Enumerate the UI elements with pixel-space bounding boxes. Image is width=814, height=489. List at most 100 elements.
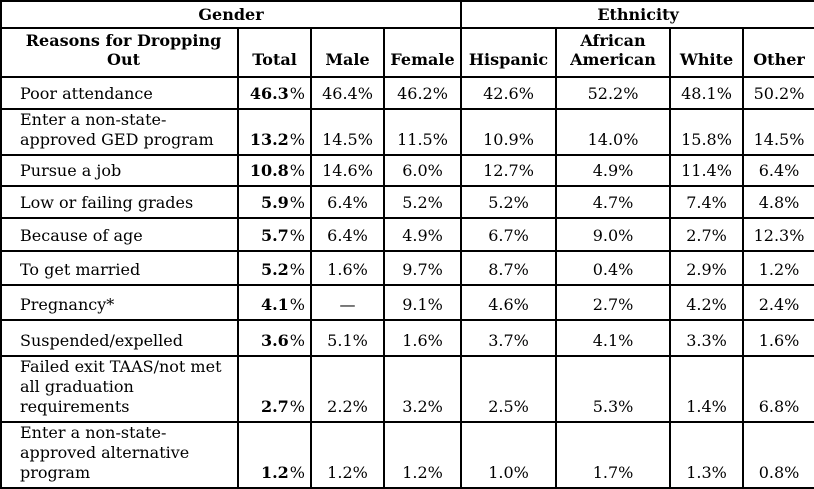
male-cell: 6.4%: [310, 185, 385, 219]
male-cell: 14.6%: [310, 154, 385, 187]
reason-cell: Suspended/expelled: [0, 319, 239, 357]
white-cell: 7.4%: [669, 185, 745, 219]
table-row: Low or failing grades 5.9% 6.4% 5.2% 5.2…: [0, 185, 814, 219]
white-cell: 2.9%: [669, 250, 745, 286]
total-cell: 2.7%: [237, 355, 312, 423]
male-cell: 1.6%: [310, 250, 385, 286]
african-american-cell: 4.1%: [555, 319, 672, 357]
percent-sign: %: [289, 193, 305, 212]
reason-cell: Low or failing grades: [0, 185, 239, 219]
other-cell: 1.6%: [742, 319, 814, 357]
other-cell: 1.2%: [742, 250, 814, 286]
other-cell: 6.4%: [742, 154, 814, 187]
african-american-cell: 5.3%: [555, 355, 672, 423]
col-header-other: Other: [742, 27, 814, 78]
african-american-cell: 2.7%: [555, 284, 672, 321]
reason-cell: Because of age: [0, 217, 239, 252]
total-value: 5.7: [260, 226, 289, 245]
hispanic-cell: 42.6%: [460, 76, 558, 110]
table-row: Poor attendance 46.3% 46.4% 46.2% 42.6% …: [0, 76, 814, 110]
percent-sign: %: [289, 260, 305, 279]
hispanic-cell: 10.9%: [460, 108, 558, 156]
total-value: 10.8: [249, 161, 289, 180]
african-american-cell: 52.2%: [555, 76, 672, 110]
total-cell: 10.8%: [237, 154, 312, 187]
african-american-cell: 1.7%: [555, 421, 672, 489]
male-cell: —: [310, 284, 385, 321]
hispanic-cell: 3.7%: [460, 319, 558, 357]
male-cell: 1.2%: [310, 421, 385, 489]
female-cell: 4.9%: [382, 217, 463, 252]
total-value: 46.3: [249, 84, 289, 103]
reason-cell: Enter a non-state-approved alternative p…: [0, 421, 239, 489]
table-row: Pursue a job 10.8% 14.6% 6.0% 12.7% 4.9%…: [0, 154, 814, 187]
percent-sign: %: [289, 397, 305, 416]
hispanic-cell: 5.2%: [460, 185, 558, 219]
col-header-african-american: African American: [555, 27, 672, 78]
total-cell: 5.9%: [237, 185, 312, 219]
total-value: 4.1: [260, 295, 289, 314]
white-cell: 15.8%: [669, 108, 745, 156]
percent-sign: %: [289, 161, 305, 180]
female-cell: 1.6%: [382, 319, 463, 357]
col-header-male: Male: [310, 27, 385, 78]
table-row: Enter a non-state-approved GED program 1…: [0, 108, 814, 156]
female-cell: 5.2%: [382, 185, 463, 219]
female-cell: 9.1%: [382, 284, 463, 321]
reason-cell: Poor attendance: [0, 76, 239, 110]
male-cell: 5.1%: [310, 319, 385, 357]
table-row: Enter a non-state-approved alternative p…: [0, 421, 814, 489]
hispanic-cell: 6.7%: [460, 217, 558, 252]
white-cell: 2.7%: [669, 217, 745, 252]
hispanic-cell: 2.5%: [460, 355, 558, 423]
female-cell: 9.7%: [382, 250, 463, 286]
percent-sign: %: [289, 463, 305, 482]
male-cell: 6.4%: [310, 217, 385, 252]
hispanic-cell: 4.6%: [460, 284, 558, 321]
hispanic-cell: 8.7%: [460, 250, 558, 286]
total-cell: 5.7%: [237, 217, 312, 252]
african-american-cell: 4.7%: [555, 185, 672, 219]
total-cell: 13.2%: [237, 108, 312, 156]
male-cell: 46.4%: [310, 76, 385, 110]
female-cell: 3.2%: [382, 355, 463, 423]
total-value: 1.2: [260, 463, 289, 482]
female-cell: 11.5%: [382, 108, 463, 156]
female-cell: 46.2%: [382, 76, 463, 110]
group-header-ethnicity: Ethnicity: [460, 0, 814, 29]
other-cell: 6.8%: [742, 355, 814, 423]
white-cell: 4.2%: [669, 284, 745, 321]
col-header-reasons: Reasons for Dropping Out: [0, 27, 239, 78]
male-cell: 14.5%: [310, 108, 385, 156]
col-header-hispanic: Hispanic: [460, 27, 558, 78]
african-american-cell: 9.0%: [555, 217, 672, 252]
percent-sign: %: [289, 331, 305, 350]
total-value: 3.6: [260, 331, 289, 350]
other-cell: 2.4%: [742, 284, 814, 321]
other-cell: 0.8%: [742, 421, 814, 489]
reason-cell: Pregnancy*: [0, 284, 239, 321]
reason-cell: Enter a non-state-approved GED program: [0, 108, 239, 156]
reason-cell: To get married: [0, 250, 239, 286]
col-header-white: White: [669, 27, 745, 78]
total-value: 13.2: [249, 130, 289, 149]
reason-cell: Failed exit TAAS/not met all graduation …: [0, 355, 239, 423]
male-cell: 2.2%: [310, 355, 385, 423]
total-cell: 46.3%: [237, 76, 312, 110]
total-cell: 1.2%: [237, 421, 312, 489]
white-cell: 1.4%: [669, 355, 745, 423]
col-header-total: Total: [237, 27, 312, 78]
percent-sign: %: [289, 84, 305, 103]
other-cell: 50.2%: [742, 76, 814, 110]
col-header-female: Female: [382, 27, 463, 78]
table-row: Suspended/expelled 3.6% 5.1% 1.6% 3.7% 4…: [0, 319, 814, 357]
other-cell: 4.8%: [742, 185, 814, 219]
other-cell: 12.3%: [742, 217, 814, 252]
table-row: Because of age 5.7% 6.4% 4.9% 6.7% 9.0% …: [0, 217, 814, 252]
female-cell: 6.0%: [382, 154, 463, 187]
group-header-gender: Gender: [0, 0, 463, 29]
percent-sign: %: [289, 295, 305, 314]
reason-cell: Pursue a job: [0, 154, 239, 187]
table-row: To get married 5.2% 1.6% 9.7% 8.7% 0.4% …: [0, 250, 814, 286]
